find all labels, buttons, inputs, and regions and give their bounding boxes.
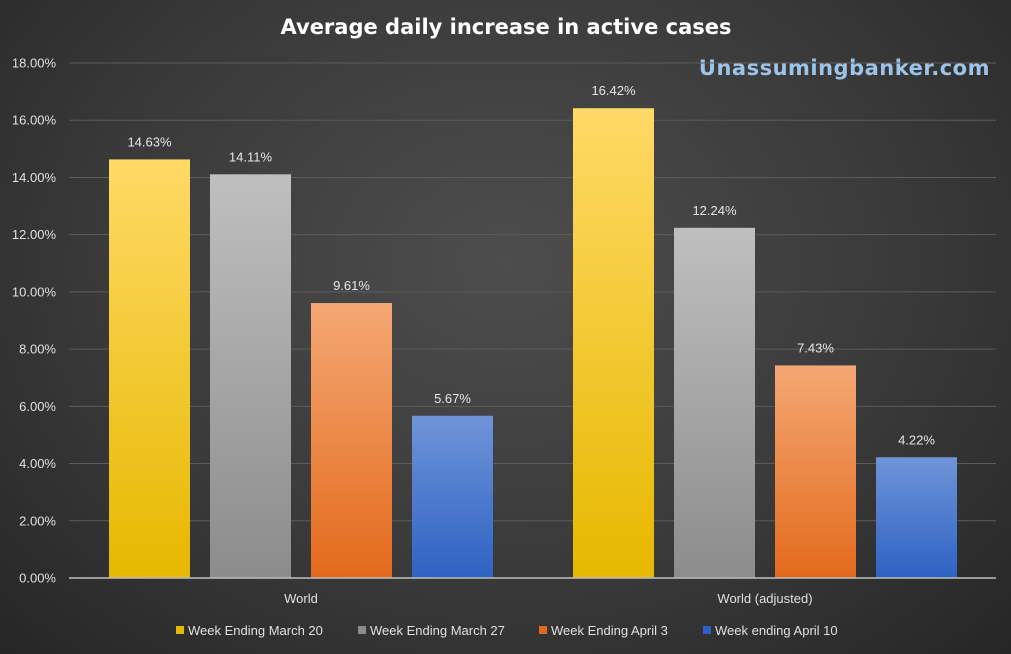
bar	[109, 159, 190, 579]
data-label: 4.22%	[898, 432, 935, 447]
bar	[311, 303, 392, 578]
y-axis-ticks: 0.00% 2.00% 4.00% 6.00% 8.00% 10.00% 12.00% 14.…	[12, 56, 57, 586]
data-label: 12.24%	[692, 203, 737, 218]
chart-title: Average daily increase in active cases	[281, 15, 732, 39]
bar	[210, 174, 291, 578]
data-label: 14.63%	[127, 134, 172, 149]
y-tick-label: 2.00%	[19, 513, 56, 528]
y-tick-label: 10.00%	[12, 284, 57, 299]
y-tick-label: 4.00%	[19, 456, 56, 471]
bar	[876, 457, 957, 578]
y-tick-label: 16.00%	[12, 113, 57, 128]
data-label: 9.61%	[333, 278, 370, 293]
legend-label: Week Ending April 3	[551, 623, 668, 638]
legend: Week Ending March 20 Week Ending March 27…	[176, 623, 838, 638]
y-tick-label: 12.00%	[12, 227, 57, 242]
legend-swatch	[358, 626, 366, 634]
category-labels: World World (adjusted)	[284, 591, 812, 606]
data-label: 5.67%	[434, 391, 471, 406]
data-labels: 14.63% 14.11% 9.61% 5.67% 16.42% 12.24% 7.43% 4…	[127, 83, 935, 447]
legend-label: Week ending April 10	[715, 623, 838, 638]
legend-swatch	[703, 626, 711, 634]
bars	[109, 108, 957, 579]
bar	[412, 415, 493, 578]
y-tick-label: 8.00%	[19, 342, 56, 357]
bar	[674, 227, 755, 579]
bar	[573, 108, 654, 578]
legend-label: Week Ending March 27	[370, 623, 505, 638]
watermark-text: Unassumingbanker.com	[699, 56, 990, 80]
legend-swatch	[539, 626, 547, 634]
data-label: 14.11%	[229, 149, 273, 164]
y-tick-label: 0.00%	[19, 571, 56, 586]
bar	[775, 365, 856, 578]
gridlines	[69, 62, 996, 522]
data-label: 7.43%	[797, 340, 834, 355]
y-tick-label: 6.00%	[19, 399, 56, 414]
legend-label: Week Ending March 20	[188, 623, 323, 638]
y-tick-label: 18.00%	[12, 56, 57, 71]
legend-swatch	[176, 626, 184, 634]
y-tick-label: 14.00%	[12, 170, 57, 185]
category-label: World (adjusted)	[717, 591, 812, 606]
data-label: 16.42%	[591, 83, 636, 98]
category-label: World	[284, 591, 318, 606]
